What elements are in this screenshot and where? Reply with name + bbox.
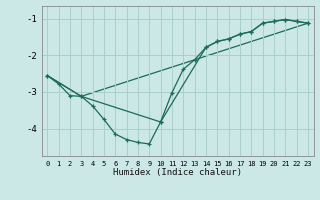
X-axis label: Humidex (Indice chaleur): Humidex (Indice chaleur) [113, 168, 242, 177]
